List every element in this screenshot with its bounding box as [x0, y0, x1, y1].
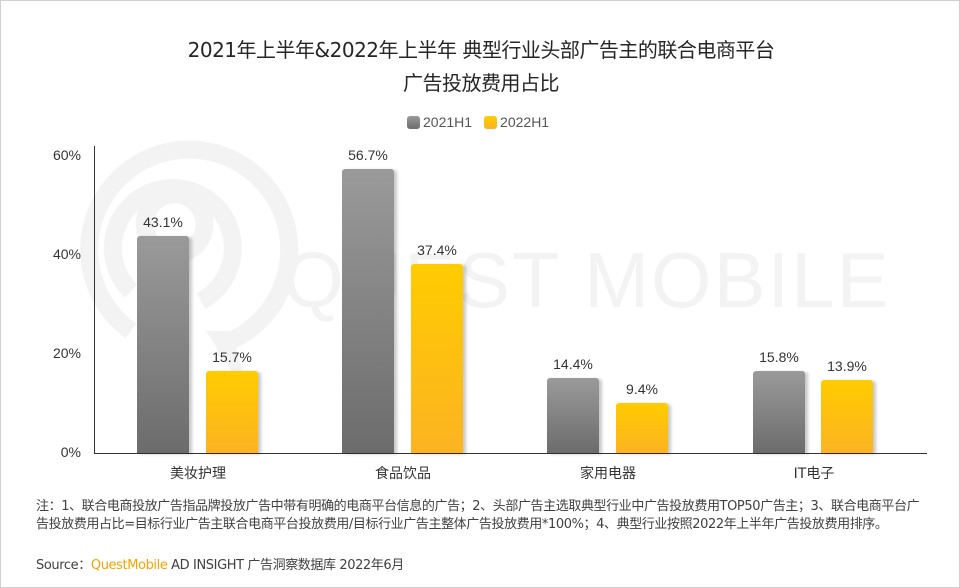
bar-jiadian-2022[interactable]	[616, 403, 668, 453]
bar-shipin-2021[interactable]	[342, 169, 394, 453]
legend-swatch-gray-icon	[407, 115, 420, 129]
y-tick-20: 20%	[52, 345, 81, 361]
value-label: 43.1%	[143, 214, 183, 230]
source-brand: QuestMobile	[90, 558, 168, 573]
legend-item-2021h1[interactable]: 2021H1	[407, 114, 472, 130]
value-label: 15.8%	[759, 349, 799, 365]
footnote: 注：1、联合电商投放广告指品牌投放广告中带有明确的电商平台信息的广告；2、头部广…	[36, 499, 920, 532]
y-tick-0: 0%	[60, 444, 81, 460]
value-label: 37.4%	[417, 242, 457, 258]
bar-shipin-2022[interactable]	[411, 264, 463, 453]
chart-title-line2: 广告投放费用占比	[403, 71, 560, 95]
bar-it-2021[interactable]	[753, 371, 805, 453]
legend-item-2022h1[interactable]: 2022H1	[484, 114, 549, 130]
source-suffix: AD INSIGHT 广告洞察数据库 2022年6月	[167, 558, 404, 573]
x-label-jiadian: 家用电器	[580, 466, 636, 482]
y-tick-40: 40%	[52, 246, 81, 262]
y-tick-60: 60%	[52, 147, 81, 163]
x-axis-line	[94, 453, 927, 454]
x-label-shipin: 食品饮品	[375, 466, 431, 482]
bar-jiadian-2021[interactable]	[547, 378, 599, 453]
legend-label: 2022H1	[500, 114, 550, 130]
value-label: 9.4%	[626, 381, 658, 397]
x-label-meizhuang: 美妆护理	[170, 466, 226, 482]
source-prefix: Source：	[36, 558, 91, 573]
value-label: 15.7%	[212, 349, 252, 365]
x-label-it: IT电子	[793, 466, 835, 482]
bar-meizhuang-2022[interactable]	[206, 371, 258, 453]
chart-legend: 2021H1 2022H1	[407, 114, 561, 130]
legend-swatch-yellow-icon	[484, 115, 498, 129]
value-label: 14.4%	[553, 356, 593, 372]
bar-meizhuang-2021[interactable]	[137, 236, 189, 453]
value-label: 56.7%	[348, 147, 388, 163]
y-axis-line	[94, 146, 95, 454]
value-label: 13.9%	[827, 358, 867, 374]
legend-label: 2021H1	[423, 114, 473, 130]
chart-title-line1: 2021年上半年&2022年上半年 典型行业头部广告主的联合电商平台	[187, 38, 775, 62]
bar-it-2022[interactable]	[821, 380, 873, 453]
source-line: Source：QuestMobile AD INSIGHT 广告洞察数据库 20…	[36, 554, 404, 573]
